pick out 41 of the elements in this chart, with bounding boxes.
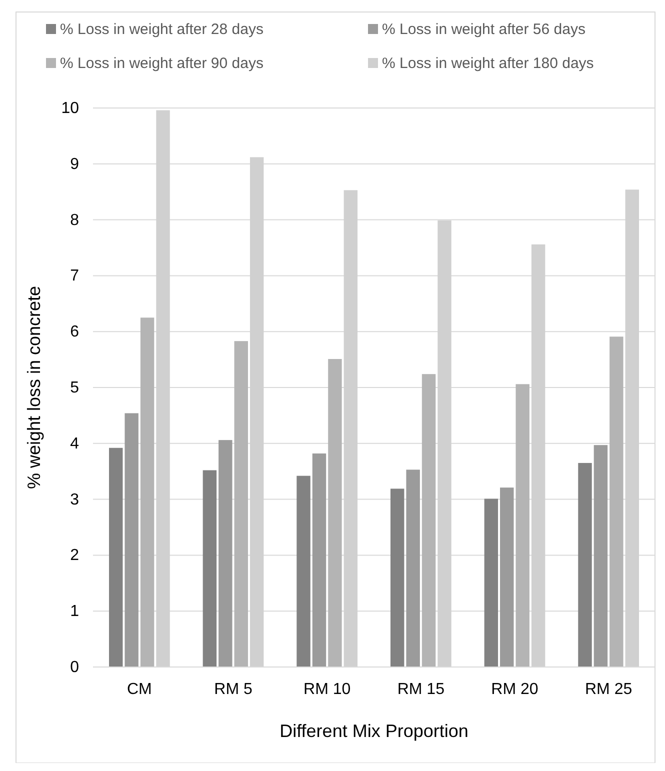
- bar: [390, 488, 404, 667]
- x-tick-label: RM 15: [397, 681, 445, 698]
- y-tick-label: 10: [61, 100, 80, 117]
- y-tick-label: 7: [70, 268, 80, 285]
- x-tick-label: RM 25: [584, 681, 632, 698]
- bar: [202, 470, 217, 667]
- bar: [516, 384, 530, 667]
- y-tick-label: 8: [70, 212, 80, 229]
- x-tick-label: CM: [126, 681, 152, 698]
- bar: [422, 374, 436, 667]
- bar: [328, 358, 342, 667]
- x-tick-label: RM 20: [491, 681, 538, 698]
- legend-label: % Loss in weight after 180 days: [382, 55, 594, 72]
- bar: [484, 498, 498, 667]
- bar: [109, 448, 123, 667]
- y-tick-label: 0: [70, 659, 80, 676]
- legend-label: % Loss in weight after 56 days: [382, 21, 586, 38]
- bar: [124, 413, 138, 667]
- y-tick-label: 9: [70, 156, 80, 173]
- y-tick-label: 3: [70, 491, 80, 508]
- bar: [406, 470, 420, 667]
- x-tick-label: RM 10: [304, 681, 351, 698]
- bar: [500, 488, 514, 667]
- y-axis-title: % weight loss in concrete: [24, 286, 44, 490]
- bar: [296, 476, 310, 667]
- x-tick-label: RM 5: [214, 681, 252, 698]
- legend-label: % Loss in weight after 90 days: [60, 55, 264, 72]
- y-tick-label: 5: [70, 380, 80, 396]
- bar: [218, 440, 232, 667]
- x-axis-title: Different Mix Proportion: [280, 721, 468, 741]
- y-tick-label: 1: [70, 603, 80, 620]
- bar: [610, 336, 624, 667]
- bar: [594, 445, 608, 667]
- y-tick-label: 4: [70, 435, 80, 452]
- legend-label: % Loss in weight after 28 days: [60, 21, 264, 38]
- bar: [140, 318, 154, 667]
- bar: [312, 453, 326, 667]
- y-tick-label: 6: [70, 324, 80, 341]
- bar: [578, 462, 592, 667]
- y-tick-label: 2: [70, 547, 80, 564]
- bar: [234, 341, 248, 667]
